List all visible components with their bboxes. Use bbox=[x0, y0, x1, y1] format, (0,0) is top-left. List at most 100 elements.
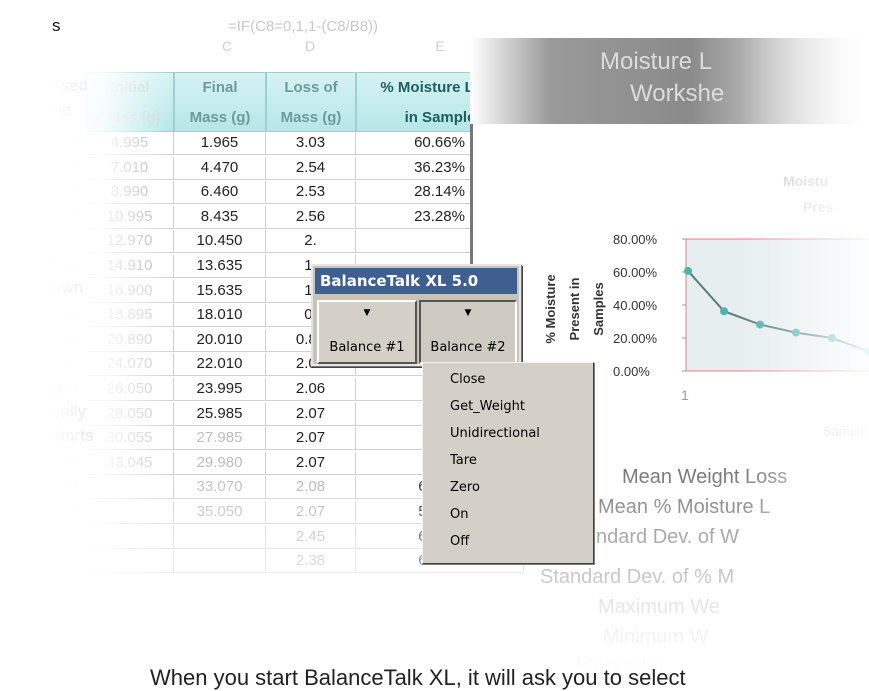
row-number[interactable]: 15 bbox=[66, 481, 80, 494]
header-final-mass: Final Mass (g) bbox=[174, 72, 266, 132]
table-cell-loss[interactable]: 2.07 bbox=[266, 402, 356, 426]
balancetalk-toolbar[interactable]: BalanceTalk XL 5.0 ▼ Balance #1 ▼ Balanc… bbox=[311, 264, 521, 366]
table-cell-initial[interactable]: 28.050 bbox=[86, 402, 174, 426]
table-cell-initial[interactable]: 16.900 bbox=[86, 279, 174, 303]
row-number[interactable]: 4 bbox=[69, 210, 77, 223]
data-point[interactable] bbox=[720, 307, 728, 316]
table-cell-loss[interactable]: 2.56 bbox=[266, 205, 356, 229]
table-cell-final[interactable]: 25.985 bbox=[174, 402, 266, 426]
table-cell-final[interactable]: 1.965 bbox=[174, 132, 266, 155]
table-cell-initial[interactable] bbox=[86, 550, 174, 574]
row-number[interactable]: 14 bbox=[66, 456, 80, 469]
y-ticks: 80.00% 60.00% 40.00% 20.00% 0.00% bbox=[613, 232, 686, 379]
row-number[interactable]: 17 bbox=[66, 530, 80, 543]
row-number[interactable]: 3 bbox=[69, 186, 77, 199]
column-header-c[interactable]: C bbox=[221, 38, 233, 54]
table-cell-initial[interactable]: 24.070 bbox=[86, 353, 174, 377]
table-cell-final[interactable] bbox=[174, 550, 266, 574]
table-cell-initial[interactable] bbox=[86, 476, 174, 500]
table-cell-loss[interactable]: 2.08 bbox=[266, 476, 356, 500]
table-cell-loss[interactable]: 2.07 bbox=[266, 451, 356, 475]
table-cell-final[interactable]: 6.460 bbox=[174, 181, 266, 205]
menu-item-on[interactable]: On bbox=[450, 507, 469, 522]
table-cell-final[interactable]: 4.470 bbox=[174, 156, 266, 180]
table-cell-initial[interactable]: 26.050 bbox=[86, 378, 174, 401]
table-cell-initial[interactable]: 7.010 bbox=[86, 156, 174, 180]
menu-item-off[interactable]: Off bbox=[450, 534, 470, 549]
table-cell-loss[interactable]: 2.07 bbox=[266, 427, 356, 451]
row-number[interactable]: 9 bbox=[69, 333, 77, 346]
table-cell-loss[interactable]: 2.53 bbox=[266, 181, 356, 205]
table-cell-loss[interactable]: 3.03 bbox=[266, 132, 356, 155]
table-cell-loss[interactable]: 2.06 bbox=[266, 378, 356, 401]
table-cell-initial[interactable]: 20.890 bbox=[86, 328, 174, 352]
menu-item-zero[interactable]: Zero bbox=[450, 480, 480, 495]
table-cell-loss[interactable]: 2.38 bbox=[266, 550, 356, 574]
stat-mean-weight-loss: Mean Weight Loss bbox=[622, 466, 788, 488]
table-cell-initial[interactable]: 18.895 bbox=[86, 304, 174, 328]
plot-background bbox=[685, 238, 869, 372]
table-cell-final[interactable]: 13.635 bbox=[174, 255, 266, 278]
menu-item-get-weight[interactable]: Get_Weight bbox=[450, 399, 525, 414]
table-cell-final[interactable]: 8.435 bbox=[174, 205, 266, 229]
table-cell-final[interactable]: 18.010 bbox=[174, 304, 266, 328]
menu-item-tare[interactable]: Tare bbox=[450, 453, 477, 468]
row-number[interactable]: 8 bbox=[69, 309, 77, 322]
table-cell-final[interactable]: 22.010 bbox=[174, 353, 266, 377]
table-cell-initial[interactable]: 14.910 bbox=[86, 255, 174, 278]
data-point[interactable] bbox=[792, 328, 800, 337]
caption-text: When you start BalanceTalk XL, it will a… bbox=[150, 665, 686, 690]
header-line: Mass (g) bbox=[189, 109, 251, 126]
table-cell-initial[interactable]: 12.970 bbox=[86, 230, 174, 254]
table-cell-final[interactable]: 35.050 bbox=[174, 501, 266, 524]
row-number[interactable]: 10 bbox=[66, 358, 80, 371]
data-point[interactable] bbox=[828, 334, 836, 342]
row-number[interactable]: 16 bbox=[66, 506, 80, 518]
stat-minimum: Minimum W bbox=[603, 626, 709, 648]
row-number[interactable]: 5 bbox=[69, 235, 77, 248]
row-number[interactable]: 18 bbox=[66, 555, 80, 568]
table-cell-initial[interactable]: 8.990 bbox=[86, 181, 174, 205]
table-cell-final[interactable]: 23.995 bbox=[174, 378, 266, 401]
table-cell-loss[interactable]: 2.45 bbox=[266, 525, 356, 549]
table-cell-initial[interactable]: 10.995 bbox=[86, 205, 174, 229]
table-cell-loss[interactable]: 2. bbox=[266, 230, 356, 254]
balancetalk-title[interactable]: BalanceTalk XL 5.0 bbox=[315, 268, 517, 294]
table-cell-final[interactable]: 33.070 bbox=[174, 476, 266, 500]
row-number[interactable]: 11 bbox=[67, 383, 79, 395]
table-cell-final[interactable]: 10.450 bbox=[174, 230, 266, 254]
balance-1-button[interactable]: ▼ Balance #1 bbox=[317, 300, 417, 364]
balance-2-button[interactable]: ▼ Balance #2 bbox=[419, 300, 517, 364]
table-cell-initial[interactable]: 33.045 bbox=[86, 451, 174, 475]
table-cell-final[interactable]: 20.010 bbox=[174, 328, 266, 352]
menu-item-close[interactable]: Close bbox=[450, 372, 486, 387]
row-number[interactable]: 7 bbox=[69, 284, 77, 297]
table-cell-final[interactable]: 15.635 bbox=[174, 279, 266, 303]
data-point[interactable] bbox=[684, 266, 692, 275]
y-tick-label: 60.00% bbox=[613, 265, 658, 280]
column-header-e[interactable]: E bbox=[435, 38, 445, 54]
column-header-d[interactable]: D bbox=[304, 38, 316, 54]
table-cell-initial[interactable] bbox=[86, 525, 174, 549]
worksheet-title-line2: Workshe bbox=[630, 80, 725, 107]
formula-bar-text: =IF(C8=0,1,1-(C8/B8)) bbox=[228, 18, 379, 35]
table-cell-initial[interactable]: 4.995 bbox=[86, 132, 174, 155]
table-cell-initial[interactable] bbox=[86, 501, 174, 524]
row-number[interactable]: 2 bbox=[69, 161, 77, 174]
plot-area bbox=[684, 238, 869, 372]
row-number[interactable]: 1 bbox=[69, 137, 77, 149]
stat-std-dev-pct: Standard Dev. of % M bbox=[540, 566, 735, 588]
table-cell-final[interactable]: 29.980 bbox=[174, 451, 266, 475]
row-number[interactable]: 13 bbox=[66, 432, 80, 445]
table-cell-final[interactable] bbox=[174, 525, 266, 549]
table-cell-loss[interactable]: 2.07 bbox=[266, 501, 356, 524]
row-number[interactable]: 6 bbox=[69, 260, 77, 272]
row-number[interactable]: 12 bbox=[66, 407, 80, 420]
balance-2-menu[interactable]: Close Get_Weight Unidirectional Tare Zer… bbox=[422, 362, 594, 564]
table-cell-loss[interactable]: 2.54 bbox=[266, 156, 356, 180]
menu-item-unidirectional[interactable]: Unidirectional bbox=[450, 426, 540, 441]
table-cell-final[interactable]: 27.985 bbox=[174, 427, 266, 451]
data-point[interactable] bbox=[756, 320, 764, 329]
table-cell-initial[interactable]: 30.055 bbox=[86, 427, 174, 451]
header-line: Final bbox=[202, 79, 238, 96]
